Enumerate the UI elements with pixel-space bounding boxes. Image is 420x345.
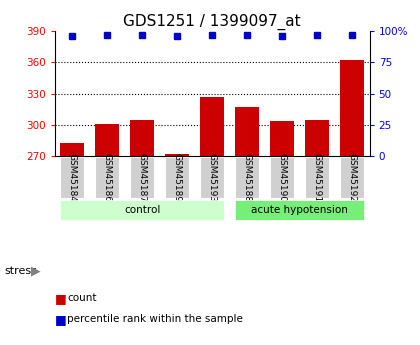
FancyBboxPatch shape — [200, 157, 224, 198]
FancyBboxPatch shape — [60, 157, 84, 198]
Text: GSM45186: GSM45186 — [102, 153, 112, 202]
FancyBboxPatch shape — [270, 157, 294, 198]
Bar — [270, 121, 294, 156]
Text: count: count — [67, 294, 97, 303]
FancyBboxPatch shape — [95, 157, 119, 198]
Bar — [235, 107, 260, 156]
Text: GSM45187: GSM45187 — [138, 153, 147, 202]
Text: GSM45192: GSM45192 — [348, 153, 357, 202]
Text: percentile rank within the sample: percentile rank within the sample — [67, 314, 243, 324]
Text: ▶: ▶ — [31, 264, 40, 277]
Text: GSM45188: GSM45188 — [243, 153, 252, 202]
Text: control: control — [124, 205, 160, 215]
Bar — [200, 97, 224, 156]
FancyBboxPatch shape — [60, 200, 224, 220]
Text: ■: ■ — [55, 313, 66, 326]
Bar — [305, 120, 329, 156]
Bar — [60, 143, 84, 156]
Text: ■: ■ — [55, 292, 66, 305]
Bar — [165, 154, 189, 156]
Text: stress: stress — [4, 266, 37, 276]
Text: GSM45189: GSM45189 — [173, 153, 181, 202]
FancyBboxPatch shape — [305, 157, 329, 198]
FancyBboxPatch shape — [235, 200, 365, 220]
Bar — [130, 120, 155, 156]
Text: GSM45184: GSM45184 — [68, 153, 76, 202]
FancyBboxPatch shape — [130, 157, 154, 198]
Text: acute hypotension: acute hypotension — [251, 205, 348, 215]
Text: GSM45190: GSM45190 — [278, 153, 286, 202]
Text: GSM45193: GSM45193 — [207, 153, 217, 202]
FancyBboxPatch shape — [165, 157, 189, 198]
FancyBboxPatch shape — [340, 157, 365, 198]
Title: GDS1251 / 1399097_at: GDS1251 / 1399097_at — [123, 13, 301, 30]
FancyBboxPatch shape — [235, 157, 260, 198]
Bar — [95, 124, 119, 156]
Text: GSM45191: GSM45191 — [312, 153, 322, 202]
Bar — [340, 60, 365, 156]
